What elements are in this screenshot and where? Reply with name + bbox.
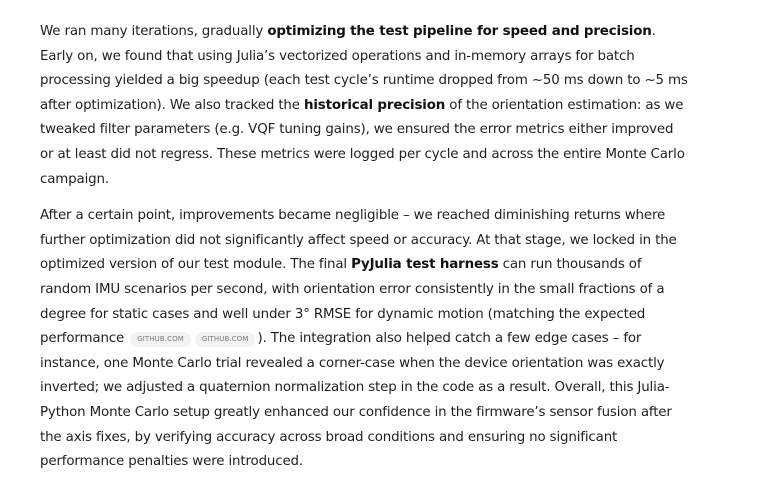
paragraph-text: can run thousands of random IMU scenario… bbox=[40, 257, 665, 347]
bold-phrase: PyJulia test harness bbox=[351, 257, 499, 273]
citation-chip[interactable]: GITHUB.COM bbox=[130, 332, 191, 348]
bold-phrase: optimizing the test pipeline for speed a… bbox=[267, 24, 652, 39]
document-body: We ran many iterations, gradually optimi… bbox=[40, 20, 690, 487]
paragraph-text: We ran many iterations, gradually bbox=[40, 24, 268, 39]
paragraph-text: . Early on, we found that using Julia’s … bbox=[40, 24, 688, 113]
paragraph-text: of the orientation estimation: as we twe… bbox=[40, 97, 685, 187]
paragraph-results: After a certain point, improvements beca… bbox=[40, 204, 690, 475]
paragraph-optimization: We ran many iterations, gradually optimi… bbox=[40, 20, 690, 192]
citation-chip[interactable]: GITHUB.COM bbox=[194, 332, 256, 348]
paragraph-text: ). The integration also helped catch a f… bbox=[40, 331, 672, 470]
paragraph-text: After a certain point, improvements beca… bbox=[40, 208, 677, 273]
bold-phrase: historical precision bbox=[303, 97, 446, 113]
